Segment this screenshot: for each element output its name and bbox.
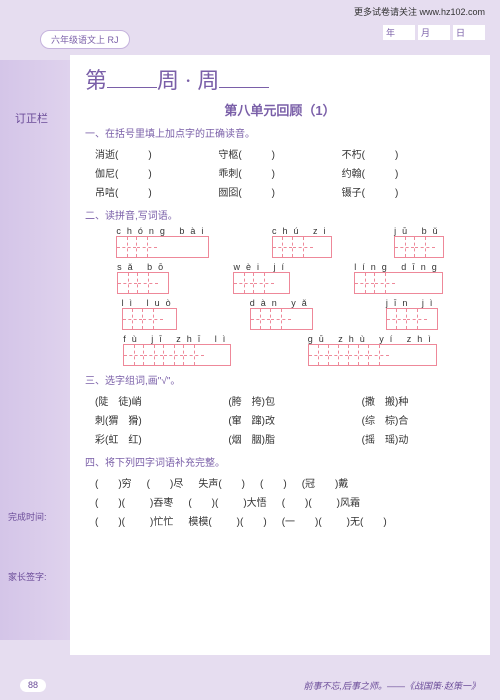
done-time-label: 完成时间: xyxy=(8,510,47,523)
main-content: 第周 · 周 第八单元回顾（1） 一、在括号里填上加点字的正确读音。 消逝( )… xyxy=(70,55,490,655)
page-number: 88 xyxy=(20,679,46,692)
correction-column-label: 订正栏 xyxy=(15,110,48,126)
sidebar: 订正栏 完成时间: 家长签字: xyxy=(0,60,70,640)
choice-row: 刺(猬 猾)(窜 蹿)改(综 棕)合 xyxy=(85,410,475,429)
fill-row: ( )( )吞枣( )( )大悟( )( )风霜 xyxy=(85,492,475,511)
section-2-title: 二、读拼音,写词语。 xyxy=(85,207,475,222)
parent-sign-label: 家长签字: xyxy=(8,570,47,583)
month-box: 月 xyxy=(418,25,450,40)
pronunciation-row: 吊唁( )囫囵( )镊子( ) xyxy=(85,182,475,201)
section-1-title: 一、在括号里填上加点字的正确读音。 xyxy=(85,125,475,140)
fill-row: ( )穷( )尽失声( )( )(冠 )戴 xyxy=(85,473,475,492)
unit-subtitle: 第八单元回顾（1） xyxy=(85,100,475,119)
grade-tab: 六年级语文上 RJ xyxy=(40,30,130,49)
year-box: 年 xyxy=(383,25,415,40)
footer-quote: 前事不忘,后事之师。——《战国策·赵策一》 xyxy=(304,679,481,692)
choice-row: 彩(虹 红)(烟 胭)脂(摇 瑶)动 xyxy=(85,429,475,448)
pinyin-row: lì luòdàn yǎjīn jì xyxy=(85,298,475,330)
footer: 88 前事不忘,后事之师。——《战国策·赵策一》 xyxy=(0,679,500,692)
fill-row: ( )( )忙忙模模( )( )(一 )( )无( ) xyxy=(85,511,475,530)
header-url: 更多试卷请关注 www.hz102.com xyxy=(0,0,500,25)
day-box: 日 xyxy=(453,25,485,40)
pronunciation-row: 消逝( )守柩( )不朽( ) xyxy=(85,144,475,163)
pronunciation-row: 伽尼( )乖刺( )约翰( ) xyxy=(85,163,475,182)
pinyin-row: sǎ bōwèi jílíng dīng xyxy=(85,262,475,294)
section-3-title: 三、选字组词,画"√"。 xyxy=(85,372,475,387)
choice-row: (陡 徒)峭(胯 挎)包(撒 搬)种 xyxy=(85,391,475,410)
pinyin-row: chóng bàichú zijū bǔ xyxy=(85,226,475,258)
pinyin-row: fù jī zhī lìgū zhù yí zhì xyxy=(85,334,475,366)
section-4-title: 四、将下列四字词语补充完整。 xyxy=(85,454,475,469)
page-title: 第周 · 周 xyxy=(85,63,475,95)
